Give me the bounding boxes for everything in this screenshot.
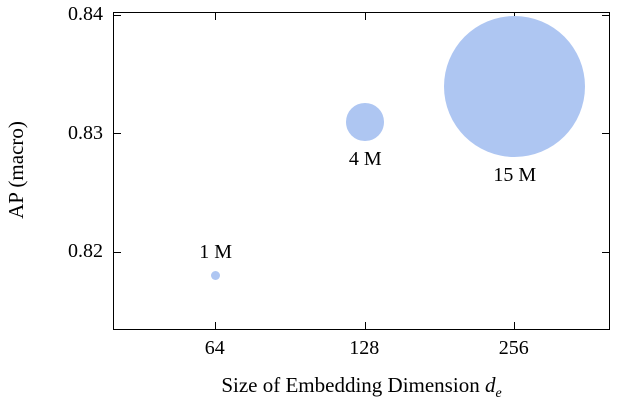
x-tick-label: 64 xyxy=(204,337,225,359)
x-tick-label: 128 xyxy=(349,337,380,359)
x-tick-mark xyxy=(215,322,217,329)
y-axis-label: AP (macro) xyxy=(4,121,28,219)
bubble-4m xyxy=(346,103,385,141)
y-tick-label: 0.82 xyxy=(68,240,103,263)
y-tick-mark xyxy=(602,133,609,135)
x-tick-mark xyxy=(364,322,366,329)
x-axis-label-subscript: e xyxy=(495,386,502,402)
x-tick-mark xyxy=(364,13,366,20)
y-tick-label: 0.84 xyxy=(68,3,103,26)
bubble-15m xyxy=(444,15,586,157)
x-axis-label-variable: d xyxy=(484,373,496,397)
x-tick-mark xyxy=(215,13,217,20)
bubble-1m xyxy=(210,271,221,281)
x-tick-mark xyxy=(514,322,516,329)
bubble-size-label: 4 M xyxy=(348,147,382,170)
plot-area: 1 M 4 M 15 M xyxy=(113,12,610,330)
y-tick-mark xyxy=(114,14,121,16)
bubble-size-label: 1 M xyxy=(199,241,233,264)
y-tick-mark xyxy=(602,251,609,253)
x-axis-label: Size of Embedding Dimension de xyxy=(113,372,610,404)
bubble-size-label: 15 M xyxy=(493,163,537,186)
y-tick-mark xyxy=(602,14,609,16)
x-tick-label: 256 xyxy=(498,337,529,359)
x-axis-label-text: Size of Embedding Dimension xyxy=(221,373,480,397)
y-tick-label: 0.83 xyxy=(68,121,103,144)
y-tick-mark xyxy=(114,133,121,135)
y-tick-mark xyxy=(114,251,121,253)
